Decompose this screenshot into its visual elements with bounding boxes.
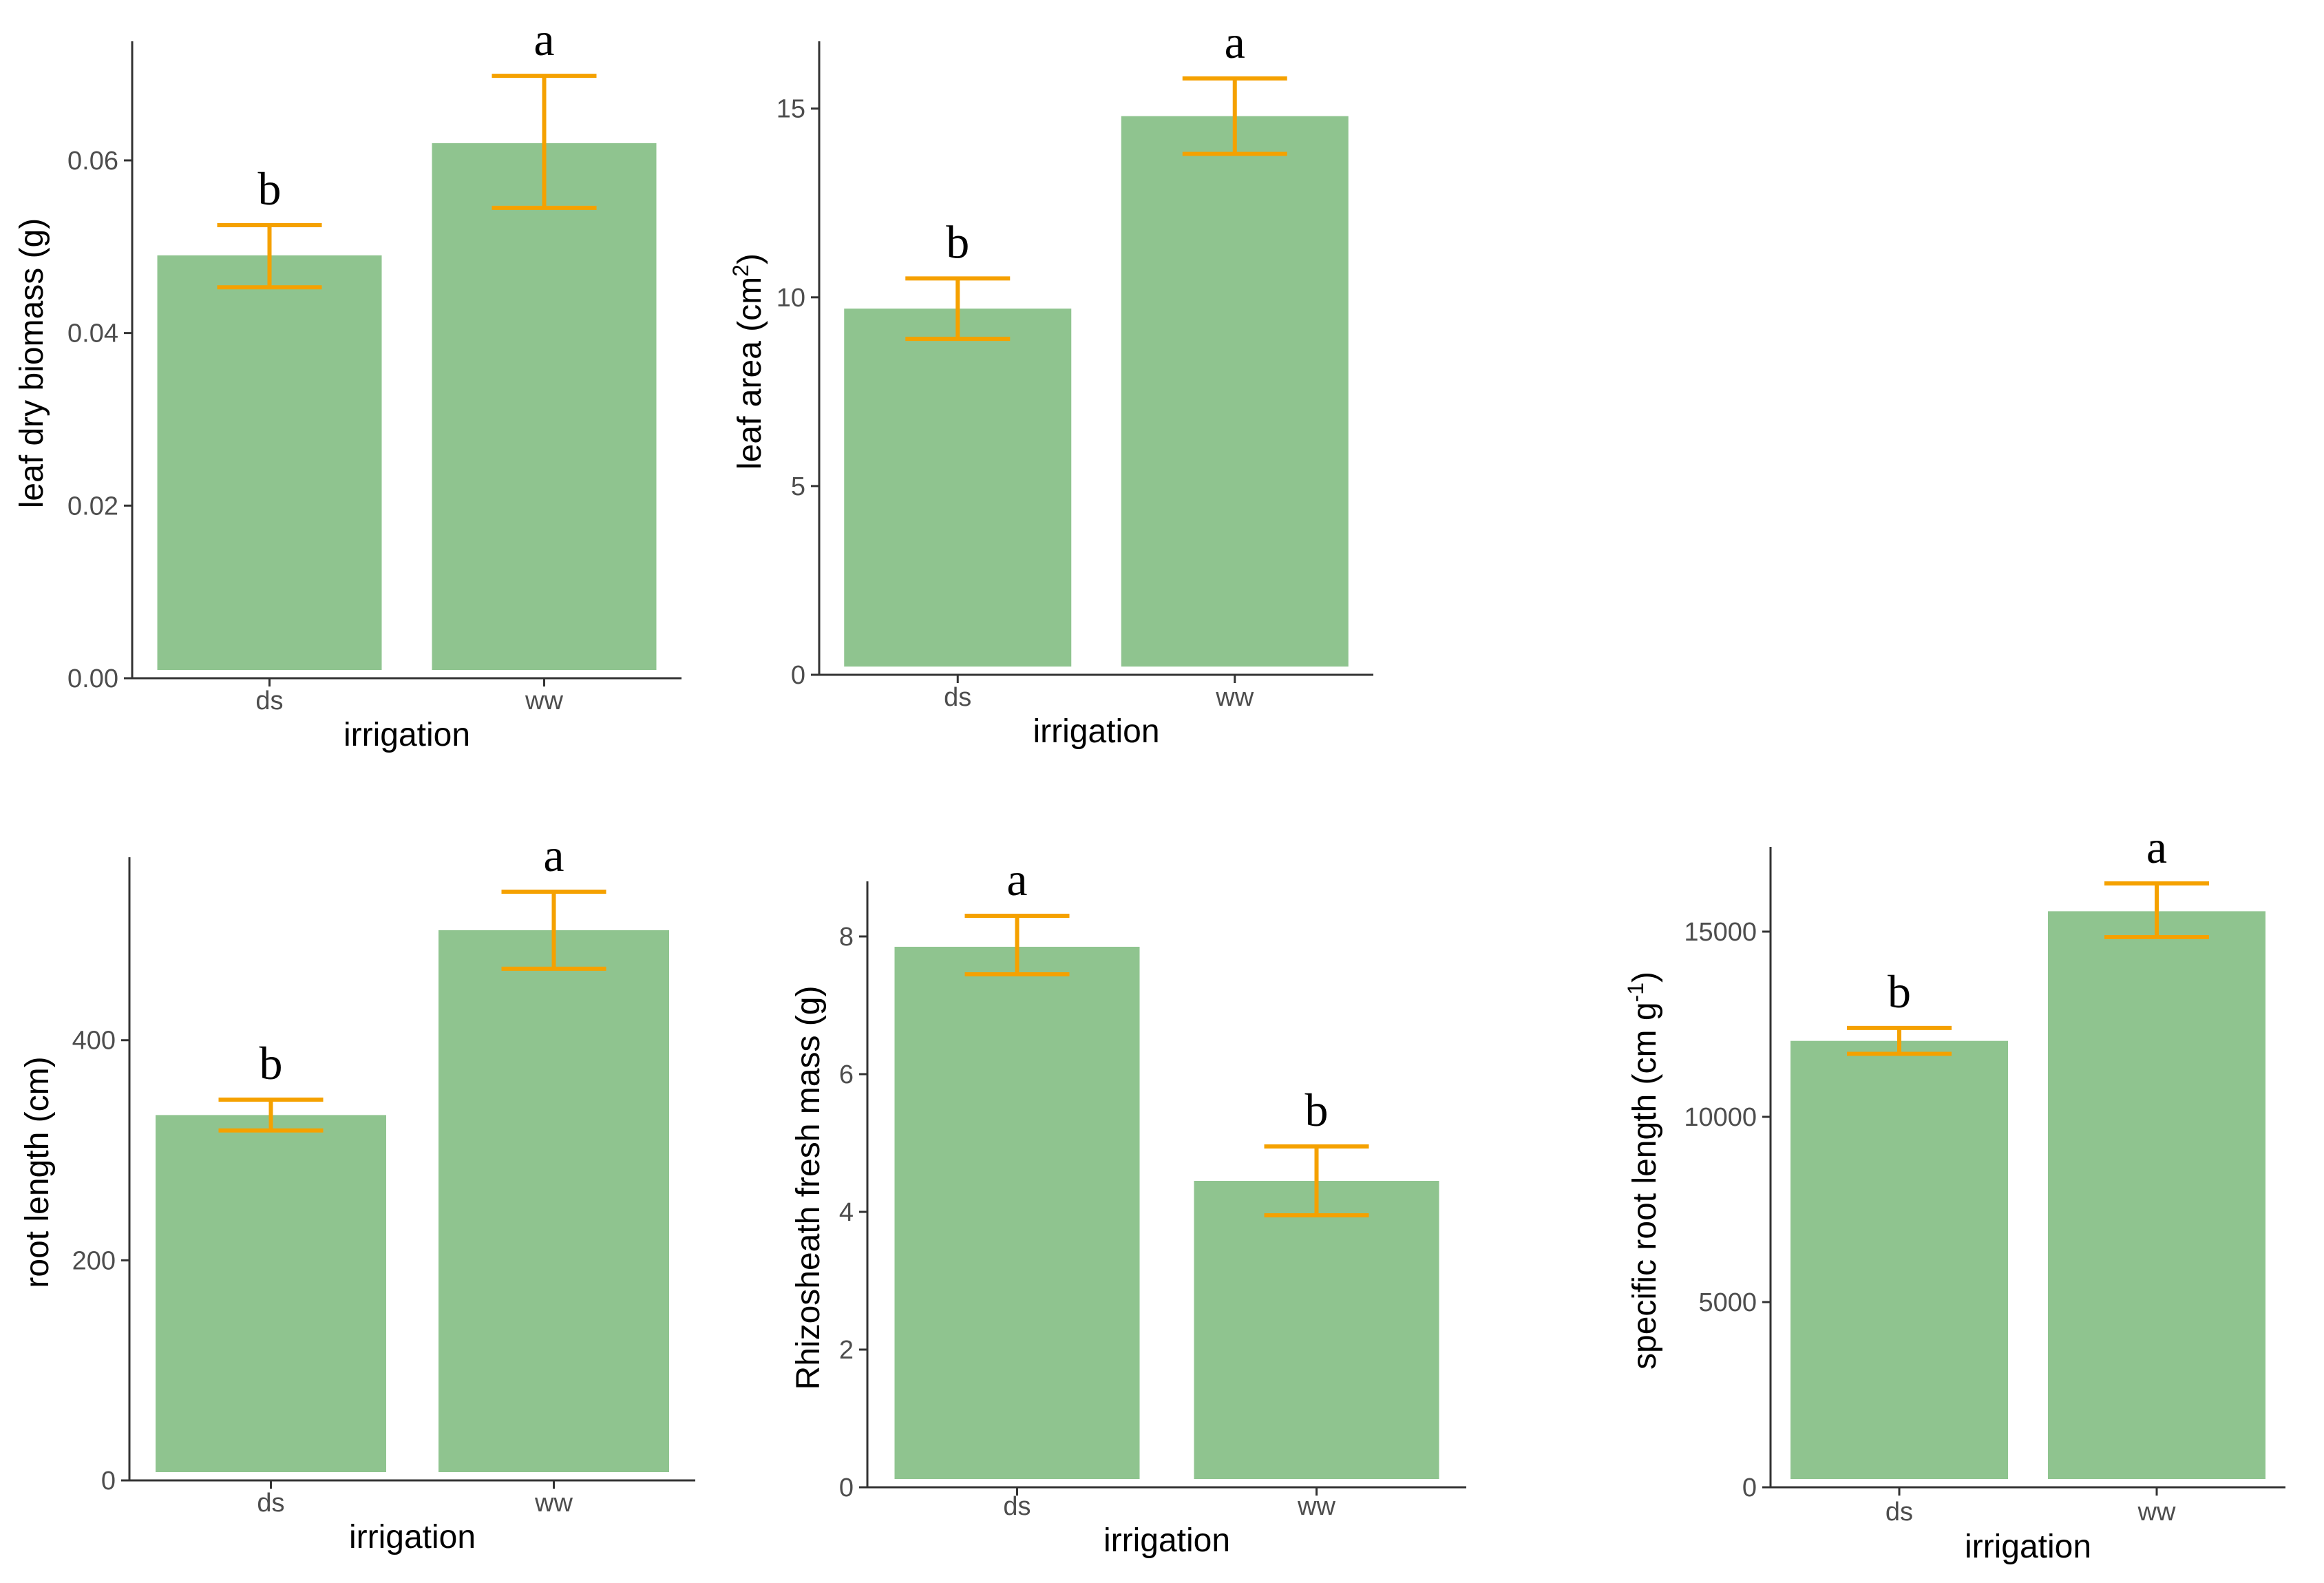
- y-tick-label: 10000: [1684, 1103, 1757, 1132]
- x-tick-label: ds: [255, 686, 283, 715]
- panel-root-length: 0 200 400 ds b ww a irrigation root length (cm): [19, 829, 695, 1555]
- y-tick-label: 0: [101, 1467, 116, 1496]
- x-axis-title: irrigation: [1103, 1522, 1230, 1559]
- x-tick-label: ww: [1215, 683, 1254, 712]
- x-tick-label: ww: [2137, 1498, 2176, 1527]
- bar-ww: [432, 143, 657, 670]
- y-tick-label: 0: [1742, 1474, 1757, 1502]
- x-tick-label: ds: [944, 683, 971, 712]
- x-tick-label: ds: [257, 1489, 284, 1518]
- x-tick-label: ds: [1885, 1498, 1913, 1527]
- bar-ds: [894, 947, 1140, 1479]
- panel-rhizosheath-fresh-mass: 0 2 4 6 8 ds a ww b irrigation Rhizosheath fresh m…: [790, 853, 1466, 1559]
- bar-ww: [1194, 1181, 1439, 1479]
- x-tick-label: ds: [1003, 1492, 1031, 1521]
- bar-ww: [439, 930, 669, 1472]
- significance-letter: b: [1888, 965, 1911, 1018]
- significance-letter: b: [1305, 1084, 1329, 1136]
- y-tick-label: 15000: [1684, 918, 1757, 947]
- significance-letter: b: [946, 216, 969, 268]
- y-tick-label: 4: [839, 1198, 854, 1227]
- x-axis-title: irrigation: [349, 1519, 476, 1555]
- y-tick-label: 5: [791, 472, 805, 501]
- y-tick-label: 0: [791, 661, 805, 690]
- y-axis-title: specific root length (cm g-1): [1623, 972, 1663, 1370]
- x-tick-label: ww: [1297, 1492, 1335, 1521]
- y-tick-label: 0: [839, 1474, 854, 1502]
- panel-leaf-dry-biomass: 0.00 0.02 0.04 0.06 ds b ww a irrigation leaf dry…: [14, 13, 682, 753]
- y-tick-label: 0.06: [67, 147, 118, 176]
- significance-letter: a: [2146, 821, 2167, 873]
- bar-ww: [1121, 116, 1349, 667]
- x-axis-title: irrigation: [344, 717, 470, 753]
- y-tick-label: 0.02: [67, 492, 118, 521]
- y-tick-label: 2: [839, 1336, 854, 1365]
- x-axis-title: irrigation: [1033, 713, 1159, 750]
- significance-letter: a: [1006, 853, 1027, 905]
- bar-ds: [157, 255, 382, 671]
- y-axis-title: Rhizosheath fresh mass (g): [790, 986, 827, 1390]
- bar-ds: [844, 308, 1072, 667]
- significance-letter: a: [534, 13, 554, 65]
- significance-letter: b: [258, 163, 282, 215]
- x-tick-label: ww: [534, 1489, 573, 1518]
- y-tick-label: 6: [839, 1060, 854, 1089]
- y-tick-label: 0.04: [67, 319, 118, 348]
- y-tick-label: 8: [839, 923, 854, 952]
- y-axis-title: leaf area (cm2): [728, 253, 768, 470]
- y-tick-label: 10: [777, 284, 805, 313]
- panel-specific-root-length: 0 5000 10000 15000 ds b ww a irrigation specific …: [1623, 821, 2285, 1565]
- y-axis-title: root length (cm): [19, 1056, 56, 1288]
- bar-ww: [2048, 911, 2265, 1479]
- x-tick-label: ww: [525, 686, 563, 715]
- bar-ds: [1790, 1040, 2008, 1479]
- y-tick-label: 5000: [1698, 1288, 1757, 1317]
- y-tick-label: 15: [777, 95, 805, 124]
- significance-letter: b: [260, 1037, 283, 1089]
- y-tick-label: 400: [72, 1027, 116, 1056]
- panel-leaf-area: 0 5 10 15 ds b ww a irrigation leaf area (cm2): [728, 16, 1373, 750]
- x-axis-title: irrigation: [1965, 1529, 2091, 1565]
- bar-ds: [156, 1115, 386, 1472]
- y-tick-label: 0.00: [67, 664, 118, 693]
- significance-letter: a: [1225, 16, 1245, 68]
- y-axis-title: leaf dry biomass (g): [14, 218, 50, 508]
- significance-letter: a: [543, 829, 564, 881]
- y-tick-label: 200: [72, 1246, 116, 1275]
